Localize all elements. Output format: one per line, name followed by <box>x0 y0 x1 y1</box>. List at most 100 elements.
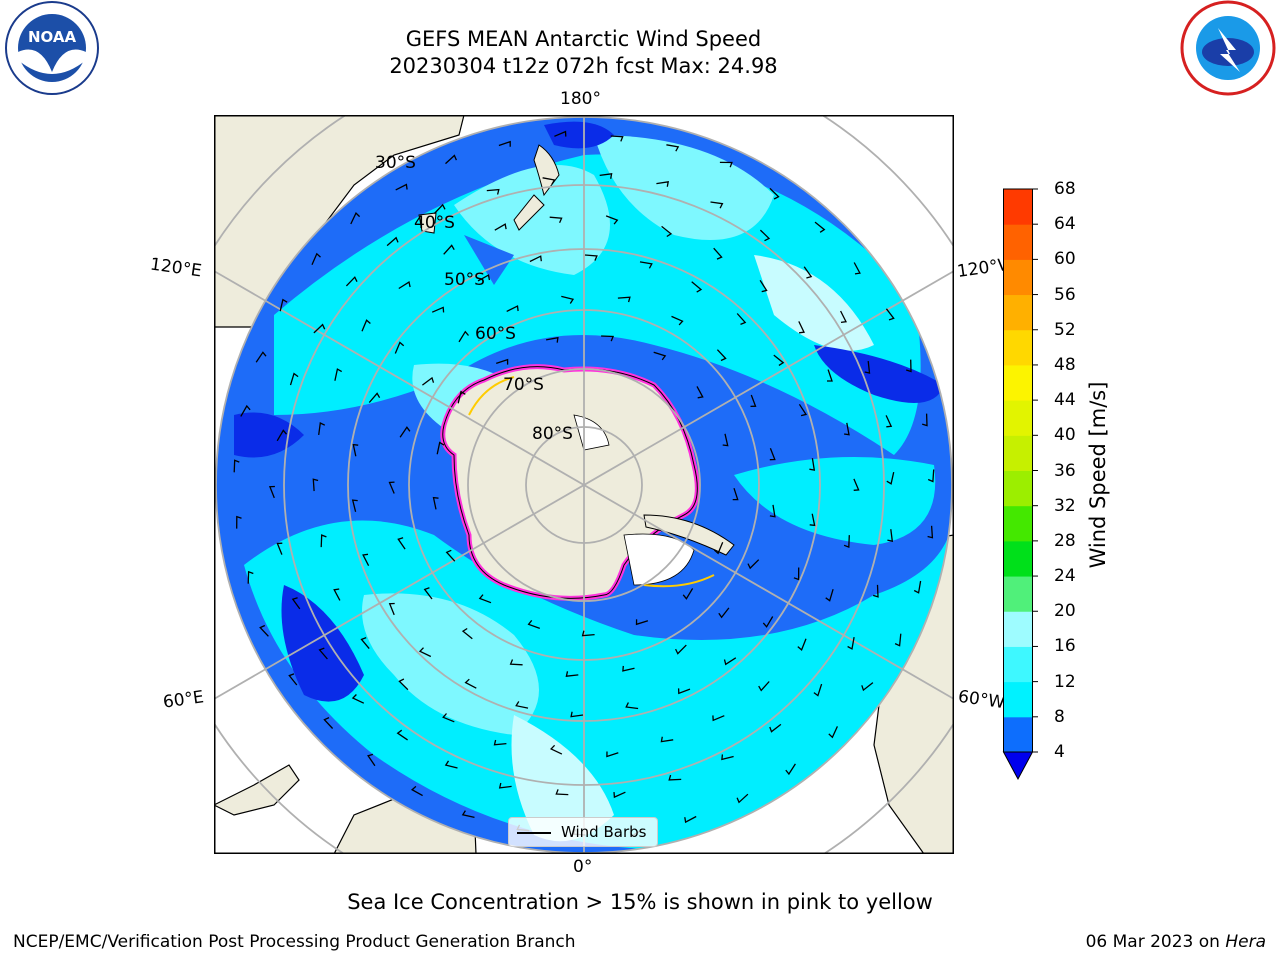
wind-barb <box>276 429 287 442</box>
wind-barb <box>906 359 912 373</box>
wind-barb <box>418 647 432 658</box>
wind-barb <box>887 529 894 543</box>
colorbar-cell <box>1003 189 1033 225</box>
wind-barb <box>886 471 895 485</box>
wind-barb <box>798 321 805 334</box>
date-value: 06 Mar 2023 on <box>1085 932 1220 952</box>
colorbar-cell <box>1003 470 1033 507</box>
wind-barb <box>352 443 359 457</box>
colorbar-extend-arrow <box>1002 751 1034 781</box>
wind-barb <box>506 305 519 312</box>
wind-barb <box>847 636 855 650</box>
wind-barb <box>827 369 833 382</box>
colorbar-tick-label: 40 <box>1054 425 1076 446</box>
wind-barb <box>675 644 687 655</box>
legend-label: Wind Barbs <box>561 823 647 841</box>
wind-barb <box>793 567 800 581</box>
wind-barb <box>432 496 439 510</box>
wind-barb <box>394 341 405 354</box>
wind-barb <box>769 723 782 733</box>
wind-barb <box>495 358 509 365</box>
lon-label-180: 180° <box>560 89 601 109</box>
wind-barb <box>722 433 729 447</box>
wind-barb <box>599 173 613 179</box>
wind-barb <box>885 308 895 321</box>
colorbar-tick-label: 32 <box>1054 495 1076 516</box>
wind-barb <box>350 212 361 225</box>
wind-barb <box>759 229 771 242</box>
colorbar-tick-label: 52 <box>1054 319 1076 340</box>
colorbar-tick-label: 16 <box>1054 636 1076 657</box>
wind-barb <box>712 715 725 722</box>
wind-barb <box>610 135 624 142</box>
lat-label-60s: 60°S <box>475 324 516 344</box>
wind-barb <box>279 298 288 312</box>
colorbar-tick-label: 12 <box>1054 671 1076 692</box>
wind-barb-legend-line <box>517 832 551 834</box>
wind-barb <box>527 619 541 630</box>
date-text: 06 Mar 2023 on Hera <box>1086 932 1266 952</box>
wind-barb <box>444 760 458 769</box>
wind-barb <box>732 487 739 501</box>
colorbar-tick-label: 8 <box>1054 706 1065 727</box>
wind-barb <box>445 549 456 562</box>
chart-subtitle: 20230304 t12z 072h fcst Max: 24.98 <box>389 54 778 78</box>
wind-barb <box>397 537 406 550</box>
wind-barb <box>668 774 682 781</box>
colorbar-tick-label: 24 <box>1054 566 1076 587</box>
colorbar-tick-label: 28 <box>1054 530 1076 551</box>
lon-label-60e: 60°E <box>161 687 206 713</box>
wind-barb <box>398 281 411 290</box>
lat-label-80s: 80°S <box>532 424 573 444</box>
wind-barb <box>529 255 542 263</box>
colorbar-cell <box>1003 294 1033 331</box>
wind-barb <box>666 144 680 152</box>
wind-barb <box>276 542 283 555</box>
wind-barb <box>853 478 860 491</box>
lat-label-40s: 40°S <box>414 213 455 233</box>
wind-barb <box>671 315 684 326</box>
wind-barb <box>814 221 826 233</box>
wind-barb <box>445 154 457 165</box>
wind-barb <box>549 216 563 224</box>
wind-barb <box>713 247 723 260</box>
colorbar-cell <box>1003 400 1033 436</box>
wind-barb <box>464 678 477 689</box>
wind-barb <box>797 638 807 651</box>
wind-barb <box>395 183 408 191</box>
colorbar-cell <box>1003 611 1033 647</box>
wind-barb <box>351 694 365 704</box>
wind-barb <box>759 279 768 293</box>
wind-barb <box>927 469 935 483</box>
wind-barb <box>721 754 734 761</box>
wind-barb <box>443 244 455 255</box>
colorbar-cell <box>1003 329 1033 366</box>
wind-barb <box>581 630 595 637</box>
wind-barb <box>853 262 861 275</box>
wind-barb <box>233 459 240 473</box>
polar-map <box>214 115 954 854</box>
wind-barb <box>477 274 491 282</box>
wind-barb <box>288 673 298 686</box>
wind-barb <box>864 361 871 374</box>
wind-barb <box>498 782 512 789</box>
wind-barbs <box>233 130 935 838</box>
wind-barb <box>388 481 395 494</box>
wind-barb <box>461 810 475 819</box>
wind-barb <box>259 624 269 637</box>
sea-ice-note: Sea Ice Concentration > 15% is shown in … <box>347 890 933 914</box>
wind-barb <box>289 372 299 386</box>
lat-label-50s: 50°S <box>444 270 485 290</box>
wind-barb <box>825 589 834 602</box>
wind-barb <box>236 515 242 529</box>
wind-barb <box>684 815 697 824</box>
wind-barb <box>713 541 724 555</box>
wind-barb <box>798 403 808 417</box>
wind-barb <box>351 499 358 512</box>
wind-barb <box>423 587 433 600</box>
wind-barb <box>478 594 492 604</box>
colorbar-tick-label: 48 <box>1054 354 1076 375</box>
credit-text: NCEP/EMC/Verification Post Processing Pr… <box>13 932 576 952</box>
wind-barb <box>635 619 649 626</box>
wind-barb <box>710 201 724 209</box>
